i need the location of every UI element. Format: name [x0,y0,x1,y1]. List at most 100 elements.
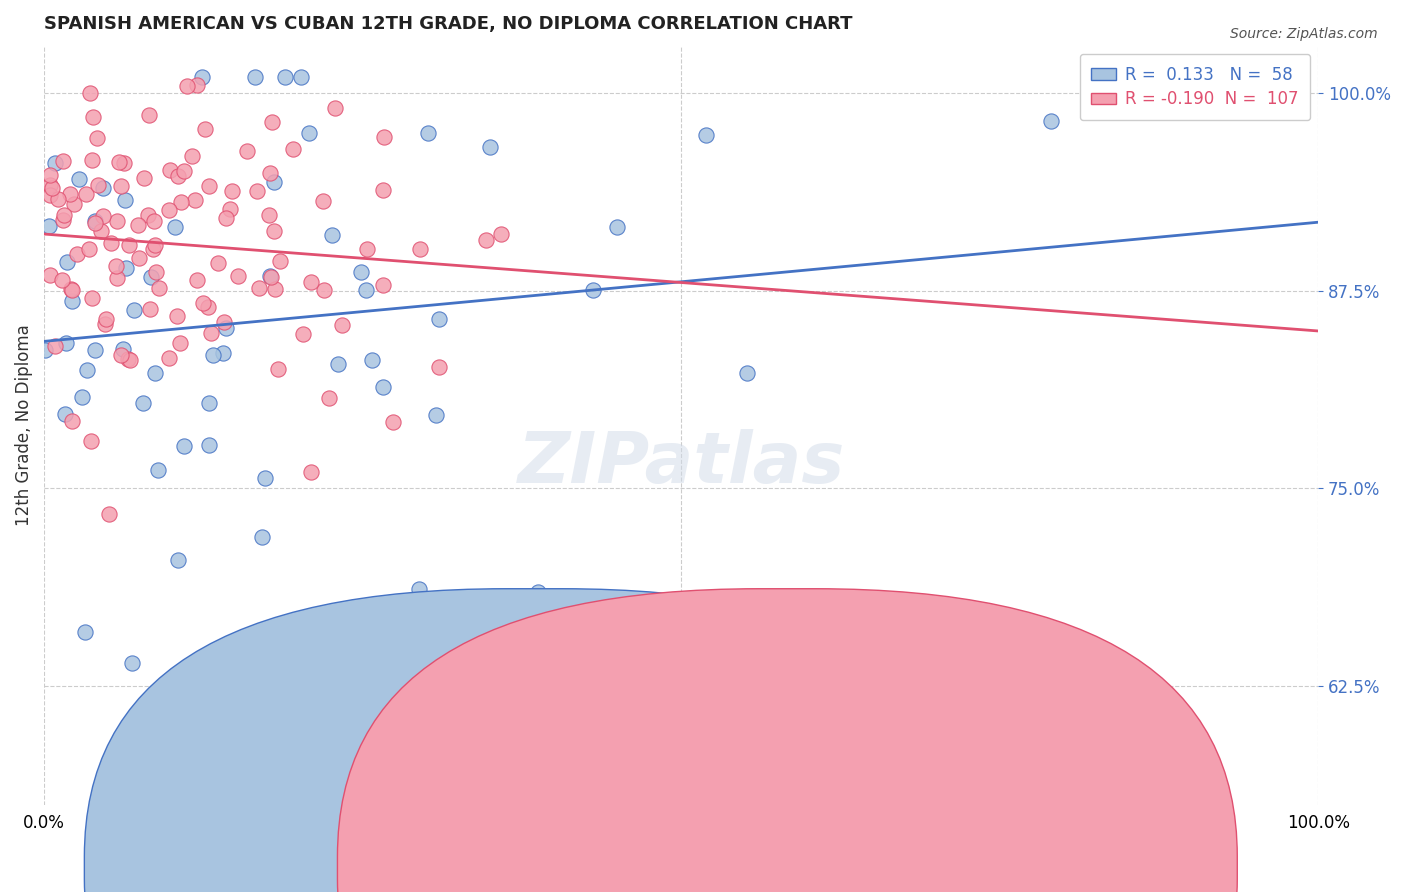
Point [191,70,214,85]
Point [418,126,440,140]
Point [127,219,149,233]
Point [38,268,60,282]
Point [527,585,550,599]
Point [60,414,83,428]
Point [66,247,89,261]
Point [290,70,312,85]
Point [253,471,276,485]
Point [44,156,66,170]
Point [51,273,73,287]
Point [176,79,198,94]
Point [112,342,135,356]
Point [427,360,450,375]
Point [60,293,83,308]
Point [136,208,159,222]
Point [262,115,284,129]
Point [166,553,188,567]
Point [200,326,222,341]
Point [145,265,167,279]
Point [298,126,321,140]
Point [381,415,404,429]
Point [198,438,221,452]
Point [91,181,114,195]
Point [141,270,163,285]
Point [202,348,225,362]
Point [478,140,501,154]
Point [163,219,186,234]
Point [207,255,229,269]
Point [157,203,180,218]
Point [87,178,110,192]
Point [274,70,297,85]
Point [427,311,450,326]
Point [38,219,60,234]
Point [350,265,373,279]
Point [263,282,285,296]
Point [173,440,195,454]
Point [291,326,314,341]
Point [186,78,208,92]
Point [34,343,56,358]
Point [60,282,83,296]
Point [105,213,128,227]
Point [197,396,219,410]
Point [263,224,285,238]
Point [90,224,112,238]
Point [246,184,269,198]
Point [259,166,281,180]
Point [86,131,108,145]
Point [38,168,60,182]
Point [1040,113,1063,128]
Point [371,183,394,197]
Point [170,194,193,209]
Point [84,216,107,230]
Point [218,202,240,216]
Point [38,188,60,202]
Point [373,278,395,293]
Point [143,214,166,228]
Point [53,407,76,421]
Point [76,363,98,377]
Point [166,169,188,184]
Point [55,336,77,351]
Point [83,343,105,358]
Point [356,283,378,297]
Point [269,254,291,268]
Point [110,348,132,362]
Point [159,163,181,178]
Point [695,128,717,142]
Point [191,296,214,310]
Point [107,155,129,169]
Point [197,178,219,193]
Point [425,408,447,422]
Legend: R =  0.133   N =  58, R = -0.190  N =  107: R = 0.133 N = 58, R = -0.190 N = 107 [1080,54,1310,120]
Point [94,318,117,332]
Point [437,600,460,615]
Point [409,242,432,256]
Point [582,283,605,297]
Point [52,208,75,222]
Point [267,362,290,376]
Point [326,357,349,371]
Point [139,302,162,317]
Point [148,463,170,477]
Point [143,366,166,380]
Point [55,255,77,269]
Point [75,625,97,640]
Point [59,187,82,202]
Point [132,396,155,410]
Point [110,179,132,194]
Point [356,242,378,256]
Point [215,211,238,226]
Point [52,212,75,227]
Point [475,233,498,247]
Point [243,70,266,85]
Point [318,391,340,405]
Text: Cubans: Cubans [813,856,875,874]
Point [299,275,322,289]
Point [46,193,69,207]
Point [77,242,100,256]
Point [70,390,93,404]
Point [259,268,281,283]
Point [100,236,122,251]
